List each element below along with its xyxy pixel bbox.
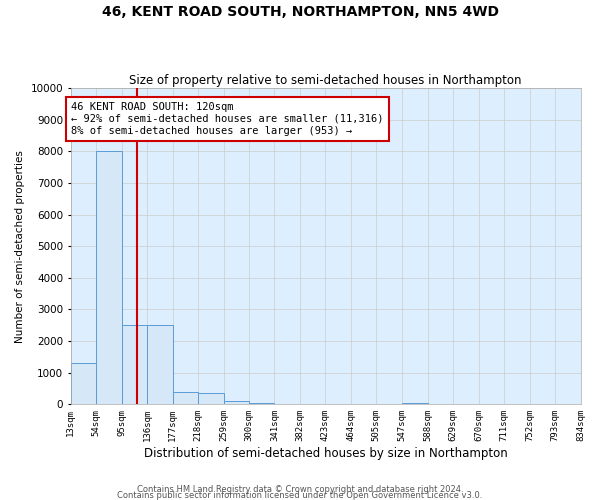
Bar	[71, 362, 96, 405]
Text: 46 KENT ROAD SOUTH: 120sqm
← 92% of semi-detached houses are smaller (11,316)
8%: 46 KENT ROAD SOUTH: 120sqm ← 92% of semi…	[71, 102, 384, 136]
Title: Size of property relative to semi-detached houses in Northampton: Size of property relative to semi-detach…	[130, 74, 522, 87]
Bar	[249, 403, 274, 404]
Text: Contains public sector information licensed under the Open Government Licence v3: Contains public sector information licen…	[118, 490, 482, 500]
Bar	[198, 394, 224, 404]
Bar	[173, 392, 198, 404]
Bar	[224, 401, 249, 404]
Bar	[403, 403, 428, 404]
Text: 46, KENT ROAD SOUTH, NORTHAMPTON, NN5 4WD: 46, KENT ROAD SOUTH, NORTHAMPTON, NN5 4W…	[101, 5, 499, 19]
Bar	[122, 326, 147, 404]
Bar	[96, 152, 122, 404]
Y-axis label: Number of semi-detached properties: Number of semi-detached properties	[15, 150, 25, 342]
Bar	[147, 326, 173, 404]
Text: Contains HM Land Registry data © Crown copyright and database right 2024.: Contains HM Land Registry data © Crown c…	[137, 485, 463, 494]
X-axis label: Distribution of semi-detached houses by size in Northampton: Distribution of semi-detached houses by …	[144, 447, 508, 460]
